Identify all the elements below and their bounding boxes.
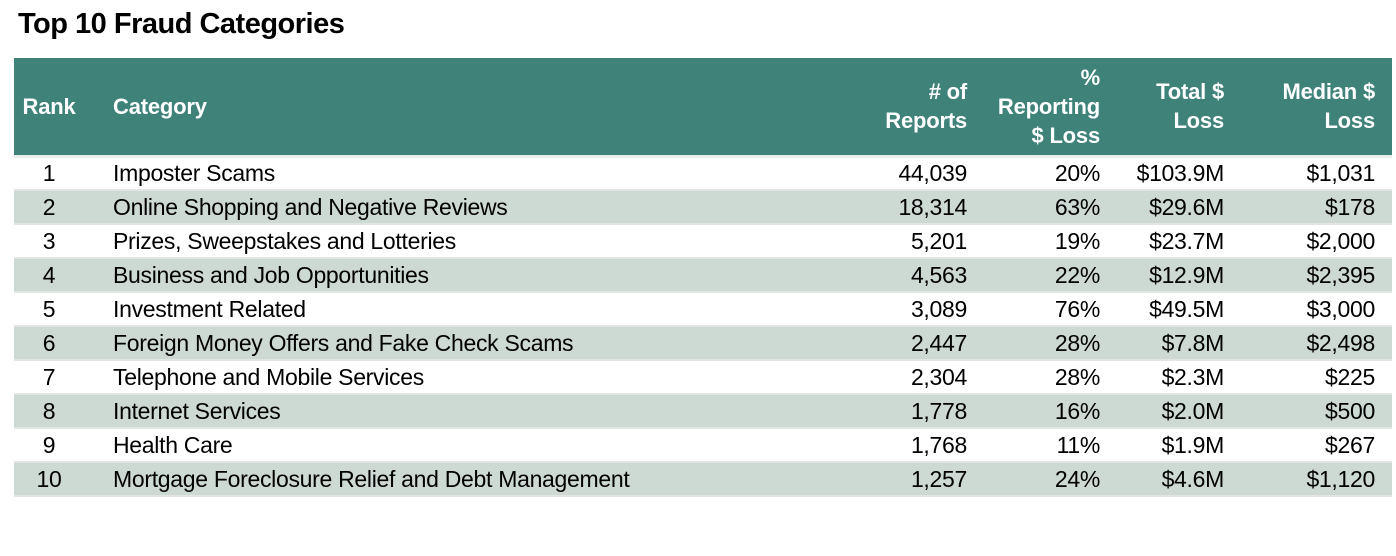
header-total-loss: Total $ Loss: [1108, 58, 1232, 158]
header-median-loss: Median $ Loss: [1232, 58, 1392, 158]
cell-total: $1.9M: [1108, 428, 1232, 463]
cell-rank: 9: [14, 428, 84, 463]
cell-rank: 5: [14, 292, 84, 327]
header-category: Category: [84, 58, 787, 158]
cell-total: $7.8M: [1108, 326, 1232, 361]
cell-reports: 18,314: [787, 190, 987, 225]
cell-pct: 20%: [987, 156, 1108, 191]
cell-rank: 3: [14, 224, 84, 259]
cell-reports: 5,201: [787, 224, 987, 259]
table-row: 7 Telephone and Mobile Services 2,304 28% $2…: [14, 360, 1392, 395]
cell-category: Imposter Scams: [84, 156, 787, 191]
cell-rank: 4: [14, 258, 84, 293]
cell-total: $49.5M: [1108, 292, 1232, 327]
header-pct-reporting: % Reporting $ Loss: [987, 58, 1108, 158]
header-num-reports: # of Reports: [787, 58, 987, 158]
cell-pct: 28%: [987, 360, 1108, 395]
cell-pct: 19%: [987, 224, 1108, 259]
page-title: Top 10 Fraud Categories: [18, 8, 345, 40]
cell-pct: 11%: [987, 428, 1108, 463]
cell-median: $3,000: [1232, 292, 1392, 327]
table-row: 8 Internet Services 1,778 16% $2.0M $500: [14, 394, 1392, 429]
cell-category: Prizes, Sweepstakes and Lotteries: [84, 224, 787, 259]
cell-pct: 63%: [987, 190, 1108, 225]
cell-total: $4.6M: [1108, 462, 1232, 497]
table-row: 5 Investment Related 3,089 76% $49.5M $3,000: [14, 292, 1392, 327]
cell-category: Health Care: [84, 428, 787, 463]
cell-category: Mortgage Foreclosure Relief and Debt Man…: [84, 462, 787, 497]
cell-median: $1,120: [1232, 462, 1392, 497]
cell-median: $1,031: [1232, 156, 1392, 191]
cell-total: $12.9M: [1108, 258, 1232, 293]
cell-total: $103.9M: [1108, 156, 1232, 191]
fraud-categories-table: Rank Category # of Reports % Reporting $…: [14, 58, 1392, 497]
cell-category: Investment Related: [84, 292, 787, 327]
cell-pct: 24%: [987, 462, 1108, 497]
cell-total: $23.7M: [1108, 224, 1232, 259]
cell-median: $267: [1232, 428, 1392, 463]
table-row: 4 Business and Job Opportunities 4,563 22% $…: [14, 258, 1392, 293]
cell-rank: 7: [14, 360, 84, 395]
cell-reports: 2,304: [787, 360, 987, 395]
cell-rank: 10: [14, 462, 84, 497]
cell-reports: 1,778: [787, 394, 987, 429]
cell-reports: 1,257: [787, 462, 987, 497]
cell-category: Foreign Money Offers and Fake Check Scam…: [84, 326, 787, 361]
table-header-row: Rank Category # of Reports % Reporting $…: [14, 58, 1392, 158]
cell-median: $178: [1232, 190, 1392, 225]
cell-reports: 3,089: [787, 292, 987, 327]
cell-pct: 16%: [987, 394, 1108, 429]
cell-median: $2,498: [1232, 326, 1392, 361]
cell-total: $2.3M: [1108, 360, 1232, 395]
cell-reports: 2,447: [787, 326, 987, 361]
cell-total: $29.6M: [1108, 190, 1232, 225]
cell-median: $2,000: [1232, 224, 1392, 259]
cell-rank: 8: [14, 394, 84, 429]
cell-reports: 1,768: [787, 428, 987, 463]
cell-rank: 2: [14, 190, 84, 225]
cell-median: $2,395: [1232, 258, 1392, 293]
table-body: 1 Imposter Scams 44,039 20% $103.9M $1,031 2 On…: [14, 156, 1392, 497]
table-row: 2 Online Shopping and Negative Reviews 18,…: [14, 190, 1392, 225]
table-row: 6 Foreign Money Offers and Fake Check Sca…: [14, 326, 1392, 361]
table-row: 10 Mortgage Foreclosure Relief and Debt M…: [14, 462, 1392, 497]
cell-rank: 6: [14, 326, 84, 361]
cell-reports: 4,563: [787, 258, 987, 293]
table-row: 9 Health Care 1,768 11% $1.9M $267: [14, 428, 1392, 463]
cell-total: $2.0M: [1108, 394, 1232, 429]
cell-category: Telephone and Mobile Services: [84, 360, 787, 395]
header-rank: Rank: [14, 58, 84, 158]
cell-pct: 76%: [987, 292, 1108, 327]
cell-rank: 1: [14, 156, 84, 191]
table-row: 1 Imposter Scams 44,039 20% $103.9M $1,031: [14, 156, 1392, 191]
cell-category: Online Shopping and Negative Reviews: [84, 190, 787, 225]
cell-pct: 22%: [987, 258, 1108, 293]
cell-pct: 28%: [987, 326, 1108, 361]
cell-reports: 44,039: [787, 156, 987, 191]
cell-category: Internet Services: [84, 394, 787, 429]
table-row: 3 Prizes, Sweepstakes and Lotteries 5,201 1…: [14, 224, 1392, 259]
cell-median: $500: [1232, 394, 1392, 429]
cell-category: Business and Job Opportunities: [84, 258, 787, 293]
cell-median: $225: [1232, 360, 1392, 395]
